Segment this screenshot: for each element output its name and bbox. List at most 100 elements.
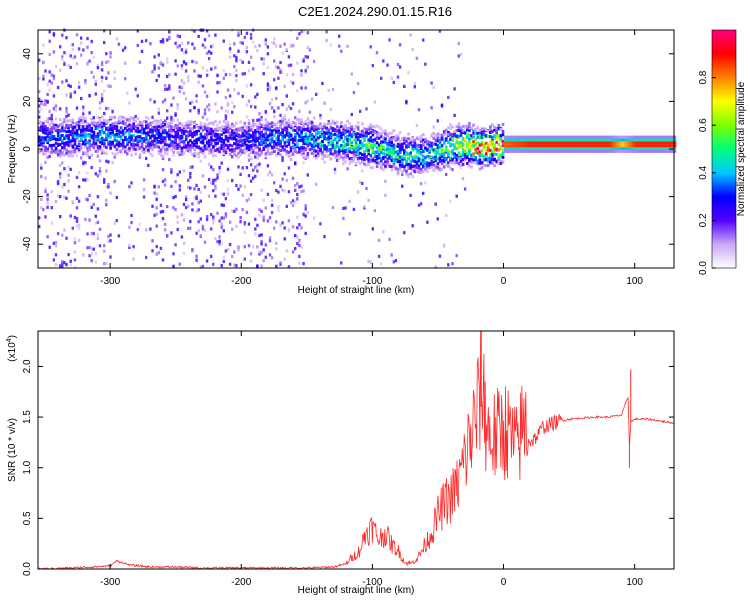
spectrogram-ridge-cell [325, 132, 328, 135]
spectrogram-ridge-cell [231, 144, 234, 148]
spectrogram-noise-cell [155, 197, 158, 201]
spectrogram-ridge-cell [652, 135, 656, 139]
spectrogram-noise-cell [207, 34, 211, 38]
spectrogram-noise-cell [296, 235, 299, 239]
spectrogram-noise-cell [159, 127, 163, 131]
spectrogram-ridge-cell [180, 152, 184, 156]
spectrogram-ridge-cell [291, 144, 295, 148]
spectrogram-ridge-cell [463, 137, 467, 141]
spectrogram-ridge-cell [629, 135, 633, 139]
spectrogram-ridge-cell [470, 165, 473, 169]
spectrogram-ridge-cell [558, 141, 561, 145]
spectrogram-ridge-cell [560, 135, 563, 139]
spectrogram-ridge-cell [168, 137, 171, 141]
spectrogram-ridge-cell [268, 138, 272, 142]
spectrogram-noise-cell [207, 103, 211, 107]
spectrogram-noise-cell [273, 78, 276, 82]
spectrogram-ridge-cell [329, 141, 333, 145]
spectrogram-ridge-cell [201, 149, 205, 152]
spectrogram-ridge-cell [348, 157, 352, 160]
spectrogram-noise-cell [61, 264, 64, 268]
spectrogram-ridge-cell [197, 127, 201, 131]
spectrogram-noise-cell [105, 261, 108, 266]
spectrogram-ridge-cell [121, 141, 125, 145]
spectrogram-ridge-cell [82, 151, 85, 155]
spectrogram-noise-cell [235, 59, 238, 63]
spectrogram-ridge-cell [510, 141, 513, 145]
spectrogram-ridge-cell [344, 160, 347, 164]
spectrogram-noise-cell [256, 265, 259, 269]
spectrogram-ridge-cell [266, 150, 270, 154]
spectrogram-ridge-cell [342, 149, 345, 153]
spectrogram-ridge-cell [350, 145, 354, 149]
spectrogram-noise-cell [178, 35, 181, 39]
spectrogram-ridge-cell [319, 116, 322, 120]
spectrogram-noise-cell [71, 226, 74, 230]
spectrogram-ridge-cell [577, 138, 580, 142]
spectrogram-ridge-cell [174, 141, 177, 145]
spectrogram-noise-cell [216, 176, 219, 180]
spectrogram-noise-cell [237, 248, 240, 252]
spectrogram-ridge-cell [157, 133, 161, 137]
spectrogram-ridge-cell [266, 121, 270, 125]
spectrogram-ridge-cell [40, 140, 43, 143]
spectrogram-noise-cell [300, 245, 303, 249]
spectrogram-noise-cell [403, 84, 406, 88]
spectrogram-ridge-cell [474, 150, 477, 154]
spectrogram-ridge-cell [428, 156, 431, 160]
spectrogram-ridge-cell [654, 138, 658, 142]
spectrogram-noise-cell [239, 40, 242, 45]
spectrogram-ridge-cell [568, 144, 572, 148]
spectrogram-ridge-cell [354, 150, 358, 154]
spectrogram-noise-cell [103, 178, 106, 182]
spectrogram-noise-cell [212, 221, 215, 225]
spectrogram-noise-cell [451, 262, 454, 266]
spectrogram-noise-cell [195, 183, 198, 187]
spectrogram-ridge-cell [67, 150, 70, 154]
spectrogram-ridge-cell [375, 157, 379, 161]
spectrogram-noise-cell [300, 69, 303, 73]
spectrogram-noise-cell [226, 101, 230, 105]
spectrogram-ridge-cell [380, 151, 383, 154]
spectrogram-ridge-cell [306, 127, 310, 131]
spectrogram-ridge-cell [436, 136, 440, 140]
spectrogram-ridge-cell [434, 139, 438, 143]
spectrogram-noise-cell [157, 66, 160, 70]
spectrogram-ridge-cell [275, 129, 278, 133]
spectrogram-ridge-cell [344, 150, 347, 154]
spectrogram-noise-cell [294, 161, 297, 165]
spectrogram-ridge-cell [436, 167, 440, 171]
spectrogram-noise-cell [77, 47, 81, 51]
spectrogram-ridge-cell [375, 136, 379, 140]
spectrogram-ridge-cell [107, 142, 110, 146]
spectrogram-ridge-cell [184, 123, 188, 127]
spectrogram-ridge-cell [356, 121, 360, 125]
spectrogram-noise-cell [298, 261, 301, 265]
spectrogram-noise-cell [249, 83, 253, 87]
spectrogram-ridge-cell [558, 147, 561, 150]
spectrogram-noise-cell [128, 185, 131, 189]
spectrogram-ridge-cell [422, 165, 425, 169]
spectrogram-noise-cell [212, 218, 215, 222]
spectrogram-ridge-cell [482, 129, 486, 133]
spectrogram-ridge-cell [264, 126, 268, 130]
spectrogram-ridge-cell [109, 135, 112, 139]
spectrogram-ridge-cell [390, 165, 394, 169]
spectrogram-noise-cell [61, 57, 64, 61]
spectrogram-noise-cell [153, 100, 156, 104]
spectrogram-noise-cell [168, 126, 171, 130]
spectrogram-noise-cell [52, 50, 56, 54]
spectrogram-ridge-cell [212, 122, 215, 126]
spectrogram-ridge-cell [587, 149, 591, 153]
spectrogram-noise-cell [273, 59, 276, 63]
spectrogram-ridge-cell [132, 144, 135, 148]
spectrogram-ridge-cell [577, 141, 580, 145]
spectrogram-noise-cell [197, 229, 200, 233]
spectrogram-ridge-cell [392, 143, 396, 147]
spectrogram-noise-cell [319, 113, 322, 118]
spectrogram-noise-cell [273, 109, 276, 113]
spectrogram-ridge-cell [524, 149, 528, 153]
spectrogram-ridge-cell [451, 143, 454, 147]
spectrogram-noise-cell [432, 125, 435, 129]
spectrogram-noise-cell [65, 114, 68, 118]
